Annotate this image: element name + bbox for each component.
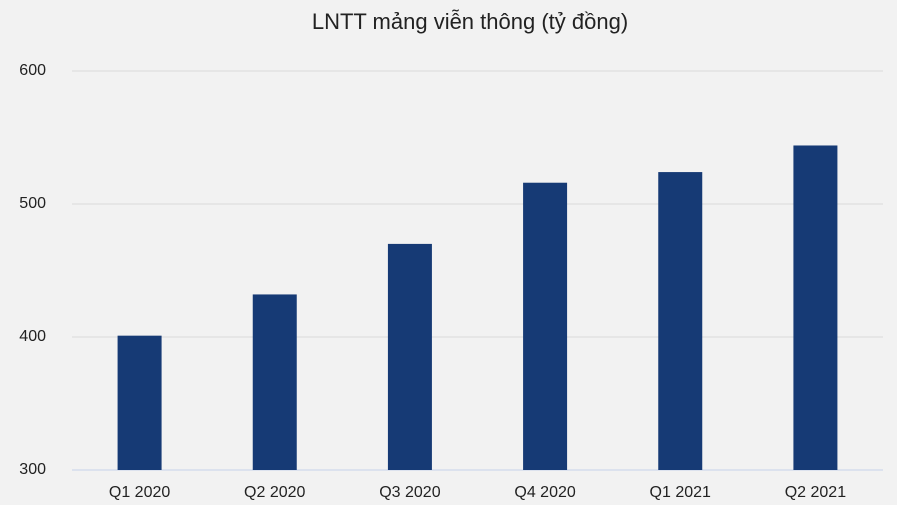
y-tick-label: 600: [19, 62, 46, 79]
y-tick-label: 300: [19, 461, 46, 478]
bar: [658, 172, 703, 470]
x-tick-label: Q1 2020: [109, 484, 170, 501]
bar: [117, 335, 162, 470]
y-tick-label: 500: [19, 195, 46, 212]
bar: [793, 145, 838, 471]
bar: [523, 182, 568, 470]
x-tick-label: Q1 2021: [650, 484, 711, 501]
chart-title: LNTT mảng viễn thông (tỷ đồng): [312, 9, 628, 34]
y-tick-label: 400: [19, 328, 46, 345]
bar: [387, 243, 432, 470]
x-tick-label: Q4 2020: [514, 484, 575, 501]
x-tick-label: Q2 2020: [244, 484, 305, 501]
x-tick-label: Q2 2021: [785, 484, 846, 501]
x-tick-label: Q3 2020: [379, 484, 440, 501]
bar: [252, 294, 297, 470]
